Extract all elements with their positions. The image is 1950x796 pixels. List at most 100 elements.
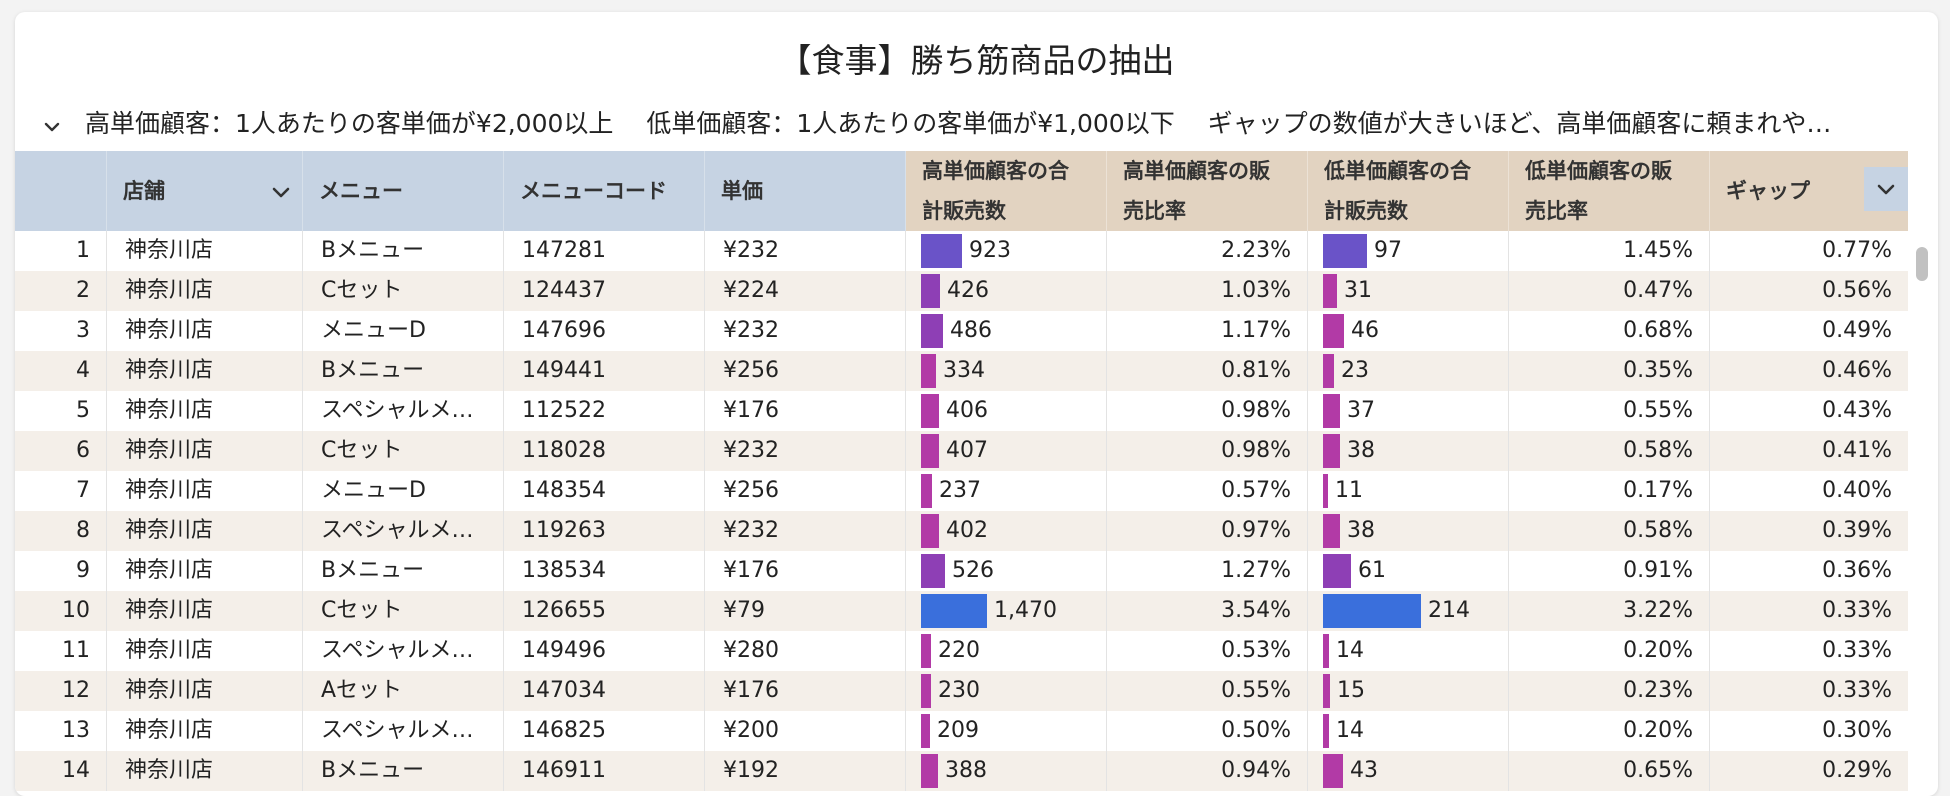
- cell-high-qty: 388: [906, 751, 1107, 791]
- cell-store: 神奈川店: [107, 351, 303, 391]
- table-row[interactable]: 7 神奈川店 メニューD 148354 ¥256 237 0.57% 11 0.17% 0.40%: [15, 471, 1908, 511]
- data-bar: [921, 514, 939, 548]
- cell-low-qty: 14: [1308, 631, 1509, 671]
- header-code[interactable]: メニューコード: [504, 151, 705, 231]
- bar-value: 220: [938, 638, 980, 663]
- cell-low-qty: 37: [1308, 391, 1509, 431]
- row-number: 8: [15, 511, 107, 551]
- cell-gap: 0.33%: [1822, 678, 1892, 703]
- header-menu[interactable]: メニュー: [303, 151, 504, 231]
- data-bar: [921, 394, 939, 428]
- cell-high-qty: 209: [906, 711, 1107, 751]
- table-row[interactable]: 10 神奈川店 Cセット 126655 ¥79 1,470 3.54% 214 3.22% 0.3…: [15, 591, 1908, 631]
- header-high-qty[interactable]: 高単価顧客の合 計販売数: [906, 151, 1107, 231]
- cell-high-ratio: 0.53%: [1107, 631, 1308, 671]
- cell-high-qty: 402: [906, 511, 1107, 551]
- cell-low-ratio: 0.65%: [1509, 751, 1710, 791]
- header-high-qty-line1: 高単価顧客の合: [922, 159, 1069, 183]
- cell-high-qty: 426: [906, 271, 1107, 311]
- cell-price: ¥79: [705, 591, 906, 631]
- header-gap-label: ギャップ: [1726, 179, 1810, 203]
- header-high-qty-line2: 計販売数: [922, 199, 1006, 223]
- cell-high-ratio: 2.23%: [1107, 231, 1308, 271]
- header-price[interactable]: 単価: [705, 151, 906, 231]
- header-low-qty[interactable]: 低単価顧客の合 計販売数: [1308, 151, 1509, 231]
- cell-store: 神奈川店: [107, 711, 303, 751]
- data-bar: [921, 434, 939, 468]
- data-table: 店舗 メニュー メニューコード 単価 高単価顧客の合 計販売数 高単価顧客の販 …: [15, 151, 1908, 796]
- cell-low-qty: 23: [1308, 351, 1509, 391]
- cell-menu: Aセット: [303, 671, 504, 711]
- table-row[interactable]: 11 神奈川店 スペシャルメ… 149496 ¥280 220 0.53% 14 0.20% 0.…: [15, 631, 1908, 671]
- cell-store: 神奈川店: [107, 231, 303, 271]
- bar-value: 23: [1341, 358, 1369, 383]
- cell-low-ratio: 0.91%: [1509, 551, 1710, 591]
- cell-low-ratio: 0.23%: [1509, 671, 1710, 711]
- cell-high-ratio: 3.54%: [1107, 591, 1308, 631]
- cell-low-qty: 38: [1308, 511, 1509, 551]
- chevron-down-icon[interactable]: [270, 181, 292, 203]
- bar-value: 31: [1344, 278, 1372, 303]
- header-low-ratio[interactable]: 低単価顧客の販 売比率: [1509, 151, 1710, 231]
- cell-low-ratio: 3.22%: [1509, 591, 1710, 631]
- bar-value: 209: [937, 718, 979, 743]
- bar-value: 334: [943, 358, 985, 383]
- cell-high-ratio: 0.55%: [1107, 671, 1308, 711]
- header-price-label: 単価: [721, 179, 763, 203]
- cell-low-ratio: 0.17%: [1509, 471, 1710, 511]
- cell-gap: 0.49%: [1822, 318, 1892, 343]
- header-store[interactable]: 店舗: [107, 151, 303, 231]
- row-number: 10: [15, 591, 107, 631]
- table-row[interactable]: 13 神奈川店 スペシャルメ… 146825 ¥200 209 0.50% 14 0.20% 0.…: [15, 711, 1908, 751]
- data-bar: [1323, 354, 1334, 388]
- cell-high-ratio: 0.81%: [1107, 351, 1308, 391]
- table-row[interactable]: 9 神奈川店 Bメニュー 138534 ¥176 526 1.27% 61 0.91% 0.36%: [15, 551, 1908, 591]
- header-high-ratio[interactable]: 高単価顧客の販 売比率: [1107, 151, 1308, 231]
- table-row[interactable]: 14 神奈川店 Bメニュー 146911 ¥192 388 0.94% 43 0.65% 0.29…: [15, 751, 1908, 791]
- page-title: 【食事】勝ち筋商品の抽出: [778, 41, 1175, 80]
- bar-value: 214: [1428, 598, 1470, 623]
- row-number: 12: [15, 671, 107, 711]
- cell-high-qty: 486: [906, 311, 1107, 351]
- header-gap[interactable]: ギャップ: [1710, 151, 1908, 231]
- cell-price: ¥176: [705, 391, 906, 431]
- chevron-down-icon[interactable]: [43, 118, 61, 136]
- cell-gap: 0.40%: [1822, 478, 1892, 503]
- table-row[interactable]: 2 神奈川店 Cセット 124437 ¥224 426 1.03% 31 0.47% 0.56%: [15, 271, 1908, 311]
- data-bar: [921, 674, 931, 708]
- bar-value: 923: [969, 238, 1011, 263]
- subtitle-row[interactable]: 高単価顧客：1人あたりの客単価が¥2,000以上 低単価顧客：1人あたりの客単価…: [35, 102, 1925, 142]
- cell-price: ¥176: [705, 551, 906, 591]
- cell-menu: Cセット: [303, 271, 504, 311]
- cell-gap: 0.41%: [1822, 438, 1892, 463]
- bar-value: 402: [946, 518, 988, 543]
- table-row[interactable]: 6 神奈川店 Cセット 118028 ¥232 407 0.98% 38 0.58% 0.41%: [15, 431, 1908, 471]
- data-bar: [921, 354, 936, 388]
- scrollbar-thumb[interactable]: [1916, 247, 1928, 281]
- cell-store: 神奈川店: [107, 631, 303, 671]
- table-row[interactable]: 1 神奈川店 Bメニュー 147281 ¥232 923 2.23% 97 1.45% 0.77%: [15, 231, 1908, 271]
- table-row[interactable]: 12 神奈川店 Aセット 147034 ¥176 230 0.55% 15 0.23% 0.33%: [15, 671, 1908, 711]
- cell-price: ¥256: [705, 471, 906, 511]
- table-row[interactable]: 4 神奈川店 Bメニュー 149441 ¥256 334 0.81% 23 0.35% 0.46%: [15, 351, 1908, 391]
- cell-code: 118028: [504, 431, 705, 471]
- cell-menu: Cセット: [303, 431, 504, 471]
- chevron-down-icon: [1877, 184, 1895, 195]
- vertical-scrollbar[interactable]: [1912, 231, 1932, 796]
- cell-store: 神奈川店: [107, 311, 303, 351]
- data-bar: [921, 594, 987, 628]
- table-row[interactable]: 3 神奈川店 メニューD 147696 ¥232 486 1.17% 46 0.68% 0.49%: [15, 311, 1908, 351]
- table-row[interactable]: 8 神奈川店 スペシャルメ… 119263 ¥232 402 0.97% 38 0.58% 0.3…: [15, 511, 1908, 551]
- header-low-qty-line2: 計販売数: [1324, 199, 1408, 223]
- cell-code: 119263: [504, 511, 705, 551]
- row-number: 2: [15, 271, 107, 311]
- table-row[interactable]: 5 神奈川店 スペシャルメ… 112522 ¥176 406 0.98% 37 0.55% 0.4…: [15, 391, 1908, 431]
- gap-sort-button[interactable]: [1864, 167, 1908, 211]
- cell-price: ¥232: [705, 311, 906, 351]
- data-bar: [1323, 234, 1367, 268]
- data-bar: [1323, 474, 1328, 508]
- cell-low-qty: 43: [1308, 751, 1509, 791]
- cell-code: 147696: [504, 311, 705, 351]
- bar-value: 14: [1336, 638, 1364, 663]
- header-code-label: メニューコード: [520, 179, 667, 203]
